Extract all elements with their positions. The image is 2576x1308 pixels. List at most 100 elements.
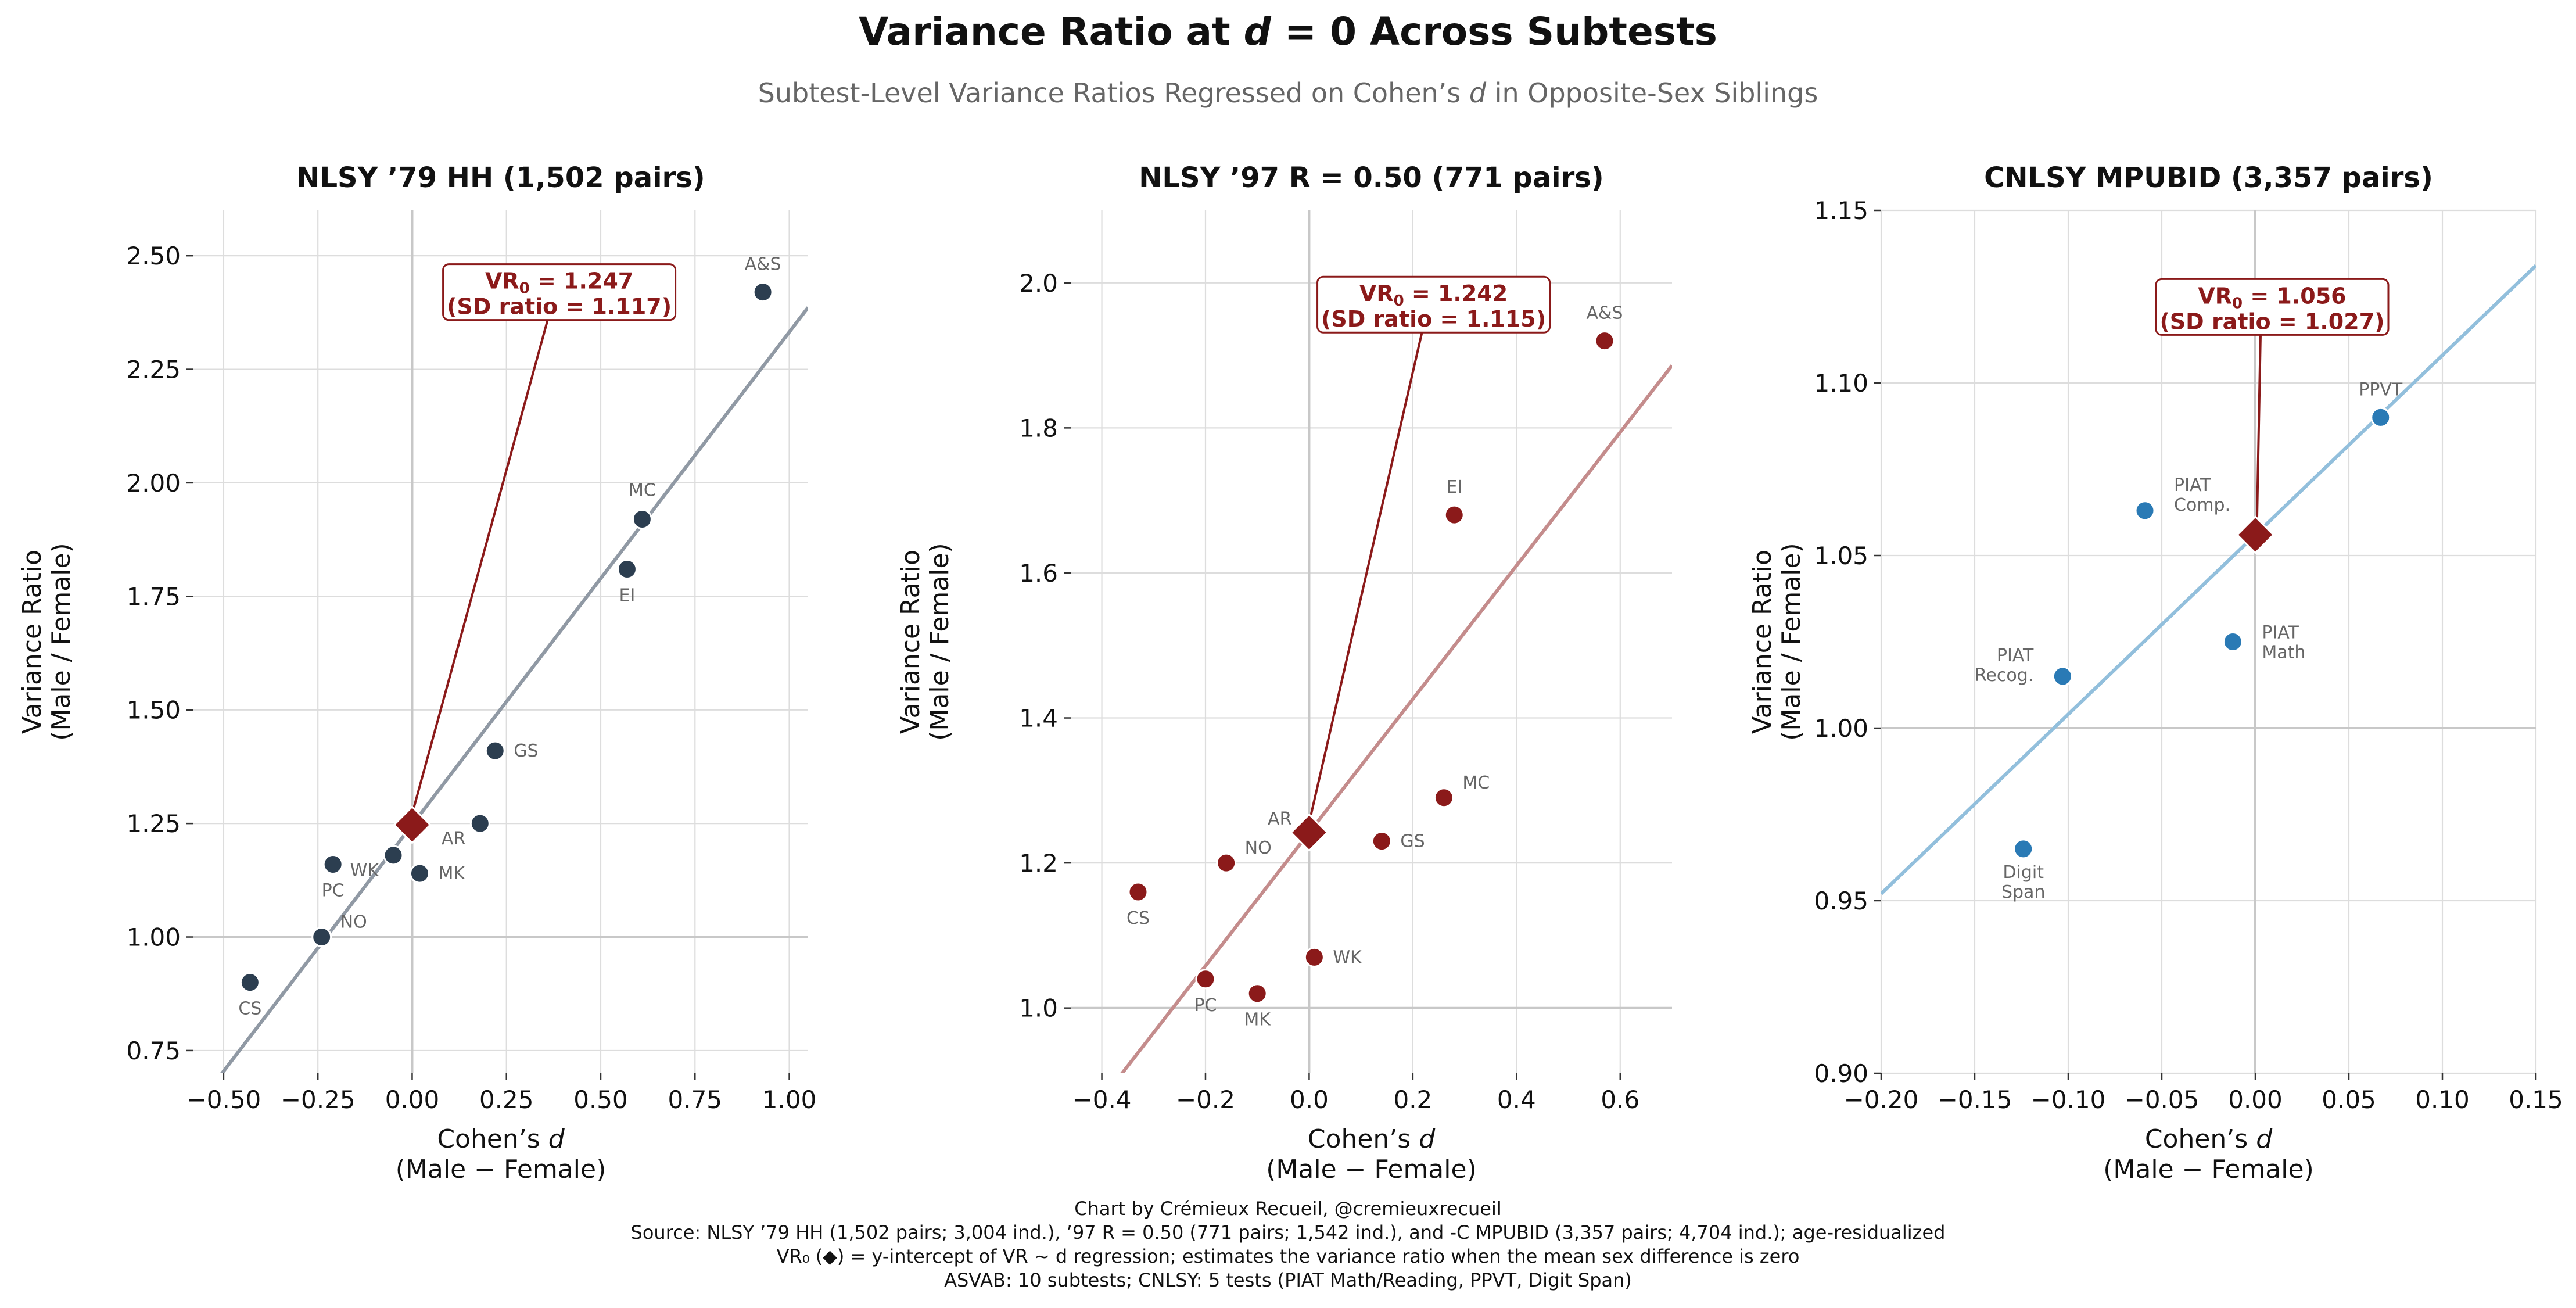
y-axis-label-line2: (Male / Female) (925, 543, 955, 740)
data-label: NO (1245, 838, 1272, 858)
y-tick-label: 1.50 (126, 696, 181, 725)
data-point (1304, 947, 1325, 967)
data-point (1216, 852, 1237, 873)
data-label: MK (1244, 1010, 1271, 1030)
x-axis-label-line2: (Male − Female) (2103, 1155, 2313, 1184)
y-tick-label: 1.25 (126, 809, 181, 838)
panel-title: NLSY ’79 HH (1,502 pairs) (296, 162, 705, 194)
data-point (1444, 504, 1465, 525)
x-tick-label: −0.4 (1072, 1085, 1132, 1114)
y-tick-label: 2.50 (126, 242, 181, 270)
data-point (2222, 632, 2243, 652)
data-point (322, 854, 343, 875)
data-point (632, 508, 652, 529)
data-point (1433, 787, 1454, 808)
data-point (752, 282, 773, 303)
intercept-label-line2: (SD ratio = 1.117) (447, 294, 672, 320)
data-label: EI (1446, 477, 1462, 497)
y-tick-label: 0.75 (126, 1037, 181, 1065)
x-axis-label: Cohen’s d (437, 1124, 565, 1154)
intercept-label-line2: (SD ratio = 1.027) (2159, 309, 2384, 334)
x-tick-label: 0.4 (1497, 1085, 1536, 1114)
intercept-label-line1: VR0 = 1.242 (1359, 281, 1508, 310)
chart-main-title: Variance Ratio at d = 0 Across Subtests (859, 9, 1717, 54)
y-tick-label: 1.75 (126, 582, 181, 611)
x-tick-label: −0.05 (2125, 1085, 2200, 1114)
x-tick-label: −0.25 (281, 1085, 356, 1114)
data-point (1128, 881, 1149, 902)
y-tick-label: 0.95 (1814, 887, 1868, 915)
y-tick-label: 1.8 (1019, 414, 1058, 442)
y-axis-label: Variance Ratio (17, 550, 47, 734)
x-tick-label: 0.10 (2415, 1085, 2470, 1114)
intercept-label-box (2155, 278, 2390, 336)
data-point (409, 863, 430, 884)
y-tick-label: 1.10 (1814, 369, 1868, 397)
x-tick-label: −0.10 (2031, 1085, 2106, 1114)
footer-credit: Chart by Crémieux Recueil, @cremieuxrecu… (1074, 1198, 1502, 1220)
regression-line (1881, 264, 2536, 895)
x-axis-label-line2: (Male − Female) (396, 1155, 606, 1184)
data-label: PC (322, 880, 345, 901)
data-label: WK (1333, 947, 1362, 967)
x-tick-label: 0.15 (2509, 1085, 2563, 1114)
intercept-marker (393, 805, 432, 844)
data-label: MK (438, 863, 465, 884)
chart-footer: Chart by Crémieux Recueil, @cremieuxrecu… (0, 1197, 2576, 1292)
x-tick-label: 1.00 (762, 1085, 817, 1114)
y-tick-label: 2.0 (1019, 269, 1058, 298)
y-axis-label: Variance Ratio (1748, 550, 1777, 734)
panel-title: NLSY ’97 R = 0.50 (771 pairs) (1139, 162, 1604, 194)
data-label: A&S (745, 255, 781, 275)
chart-panel-3: −0.20 −0.15 −0.10 −0.05 0.00 0.05 0.10 0.15 0.90… (1748, 162, 2563, 1184)
data-point (616, 558, 637, 579)
data-label: A&S (1587, 303, 1623, 324)
x-tick-label: 0.0 (1290, 1085, 1329, 1114)
y-tick-label: 1.00 (1814, 714, 1868, 743)
data-label: GS (1400, 832, 1425, 852)
regression-line (1120, 364, 1672, 1073)
data-point (239, 972, 260, 993)
data-label: EI (619, 585, 636, 605)
x-tick-label: 0.05 (2322, 1085, 2376, 1114)
x-tick-label: 0.50 (573, 1085, 628, 1114)
intercept-arrow (2256, 335, 2262, 518)
x-tick-label: 0.2 (1393, 1085, 1432, 1114)
chart-panel-1: −0.50 −0.25 0.00 0.25 0.50 0.75 1.00 0.75 1.00 1.… (17, 162, 816, 1184)
x-axis-label-line2: (Male − Female) (1266, 1155, 1476, 1184)
intercept-label-line1: VR0 = 1.056 (2198, 283, 2346, 312)
y-tick-label: 1.15 (1814, 196, 1868, 225)
data-point (311, 927, 332, 948)
intercept-label-line2: (SD ratio = 1.115) (1321, 306, 1546, 332)
data-label: NO (340, 912, 367, 933)
data-point (2370, 407, 2391, 428)
panel-title: CNLSY MPUBID (3,357 pairs) (1984, 162, 2433, 194)
data-label: PPVT (2359, 379, 2403, 400)
y-tick-label: 1.6 (1019, 559, 1058, 587)
data-label: AR (442, 829, 465, 849)
data-label: AR (1268, 809, 1291, 829)
x-axis-label: Cohen’s d (1308, 1124, 1436, 1154)
data-label: CS (1126, 908, 1150, 929)
data-point (2052, 666, 2073, 687)
y-tick-label: 1.00 (126, 923, 181, 952)
data-point (469, 813, 490, 834)
x-axis-label: Cohen’s d (2145, 1124, 2273, 1154)
y-axis-label: Variance Ratio (896, 550, 925, 734)
data-point (1247, 983, 1268, 1004)
x-tick-label: −0.20 (1844, 1085, 1919, 1114)
y-tick-label: 2.25 (126, 356, 181, 384)
y-tick-label: 1.2 (1019, 849, 1058, 877)
data-label: MC (1462, 773, 1490, 793)
footer-source: Source: NLSY ’79 HH (1,502 pairs; 3,004 … (630, 1221, 1946, 1244)
footer-note: VR₀ (◆) = y-intercept of VR ~ d regressi… (776, 1245, 1800, 1267)
y-axis-label-line2: (Male / Female) (1777, 543, 1806, 740)
y-axis-label-line2: (Male / Female) (46, 543, 76, 740)
y-tick-label: 1.4 (1019, 704, 1058, 733)
data-point (1195, 969, 1216, 990)
data-label: MC (629, 480, 656, 500)
intercept-arrow (1309, 332, 1423, 816)
chart-panel-2: −0.4 −0.2 0.0 0.2 0.4 0.6 1.0 1.2 1.4 1.6 1.8 2.0 NL… (896, 162, 1672, 1184)
intercept-label-box (442, 263, 677, 321)
